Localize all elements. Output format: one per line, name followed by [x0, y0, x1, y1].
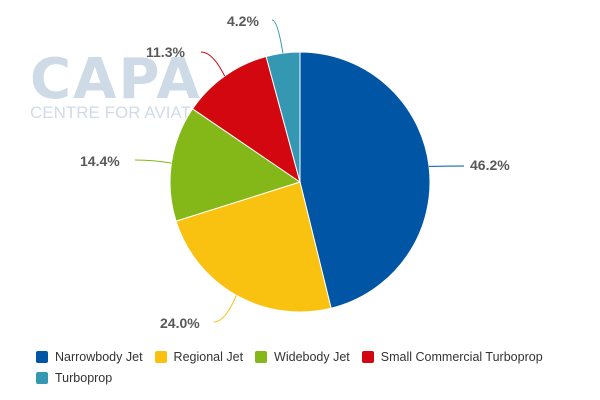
legend-swatch — [36, 350, 48, 363]
legend-label: Regional Jet — [173, 349, 244, 364]
slice-labels: 46.2% 24.0% 14.4% 11.3% 4.2% — [80, 13, 510, 331]
legend-label: Widebody Jet — [274, 349, 350, 364]
legend-swatch — [255, 350, 268, 363]
legend-swatch — [36, 371, 48, 384]
legend-item[interactable]: Narrowbody Jet — [36, 346, 143, 367]
pie-slice-regional-jet — [175, 181, 332, 313]
legend-item[interactable]: Widebody Jet — [255, 346, 350, 367]
legend-item[interactable]: Regional Jet — [154, 346, 244, 367]
slice-value-label: 24.0% — [160, 315, 200, 331]
leader-line — [213, 295, 237, 323]
slice-value-label: 14.4% — [80, 153, 120, 169]
watermark-sub-text: CENTRE FOR AVIATION — [30, 103, 221, 122]
pie-slice-small-commercial-turboprop — [191, 55, 301, 184]
legend-label: Narrowbody Jet — [55, 349, 143, 364]
watermark-main-text: CAPA — [30, 47, 202, 112]
leader-lines — [134, 19, 465, 323]
leader-line — [271, 19, 284, 54]
pie-slice-narrowbody-jet — [299, 51, 431, 309]
legend-item[interactable]: Turboprop — [36, 367, 112, 388]
slice-value-label: 11.3% — [146, 44, 185, 60]
pie-slices — [169, 51, 431, 313]
legend-label: Small Commercial Turboprop — [380, 349, 543, 364]
leader-line — [200, 51, 226, 77]
leader-line — [134, 159, 172, 164]
slice-value-label: 4.2% — [227, 13, 259, 29]
chart-legend: Narrowbody Jet Regional Jet Widebody Jet Sm… — [36, 346, 596, 388]
slice-value-label: 46.2% — [470, 157, 510, 173]
legend-swatch — [154, 350, 167, 363]
legend-item[interactable]: Small Commercial Turboprop — [361, 346, 543, 367]
pie-slice-turboprop — [265, 51, 301, 183]
pie-slice-widebody-jet — [169, 108, 302, 222]
legend-swatch — [361, 350, 374, 363]
legend-label: Turboprop — [55, 370, 113, 385]
watermark-logo: CAPA CENTRE FOR AVIATION — [30, 47, 221, 122]
